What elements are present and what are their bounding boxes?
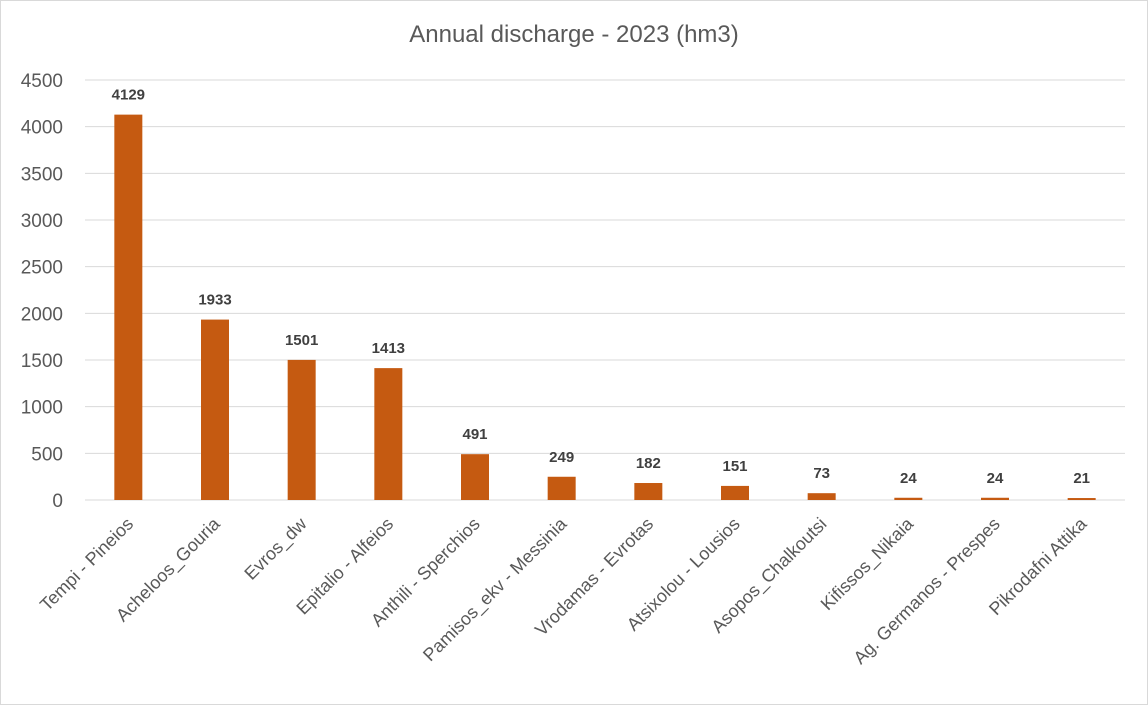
- data-label: 249: [549, 449, 574, 466]
- bar: [634, 483, 663, 500]
- x-tick-label: Ag. Germanos - Prespes: [850, 514, 1004, 668]
- x-tick-label: Pamisos_ekv - Messinia: [419, 513, 572, 666]
- y-tick-label: 4500: [21, 71, 63, 92]
- bar: [461, 454, 489, 500]
- bar: [547, 476, 576, 500]
- data-label: 4129: [112, 87, 145, 104]
- y-tick-label: 3500: [21, 164, 63, 185]
- data-label: 24: [900, 470, 917, 487]
- y-tick-label: 2500: [21, 258, 63, 279]
- data-label: 1501: [285, 332, 318, 349]
- data-label: 491: [462, 426, 487, 443]
- gridlines: [85, 79, 1125, 501]
- data-label: 151: [722, 458, 747, 475]
- bar: [981, 497, 1009, 500]
- bar: [721, 485, 749, 500]
- data-label: 73: [813, 465, 830, 482]
- bar: [807, 493, 836, 500]
- y-tick-label: 500: [31, 444, 63, 465]
- y-axis-tick-labels: 0 500 1000 1500 2000 2500 3000 3500 4000 4500: [21, 71, 63, 512]
- chart-title: Annual discharge - 2023 (hm3): [409, 21, 739, 48]
- y-tick-label: 4000: [21, 118, 63, 139]
- bars: [114, 114, 1096, 501]
- data-label: 21: [1073, 470, 1090, 487]
- x-tick-label: Tempi - Pineios: [36, 514, 137, 615]
- bar: [201, 319, 229, 500]
- bar: [114, 114, 143, 501]
- y-tick-label: 1000: [21, 398, 63, 419]
- data-label: 24: [987, 470, 1004, 487]
- data-label: 1413: [372, 340, 405, 357]
- y-tick-label: 1500: [21, 351, 63, 372]
- x-tick-label: Evros_dw: [240, 513, 311, 584]
- bar: [287, 359, 316, 500]
- data-labels: 4129 1933 1501 1413 491 249 182 151 73 24 24 21: [112, 87, 1090, 487]
- bar: [1067, 498, 1096, 500]
- bar: [374, 368, 403, 500]
- data-label: 1933: [198, 292, 231, 309]
- y-tick-label: 2000: [21, 304, 63, 325]
- data-label: 182: [636, 455, 661, 472]
- y-tick-label: 0: [52, 491, 63, 512]
- bar: [894, 497, 923, 500]
- y-tick-label: 3000: [21, 211, 63, 232]
